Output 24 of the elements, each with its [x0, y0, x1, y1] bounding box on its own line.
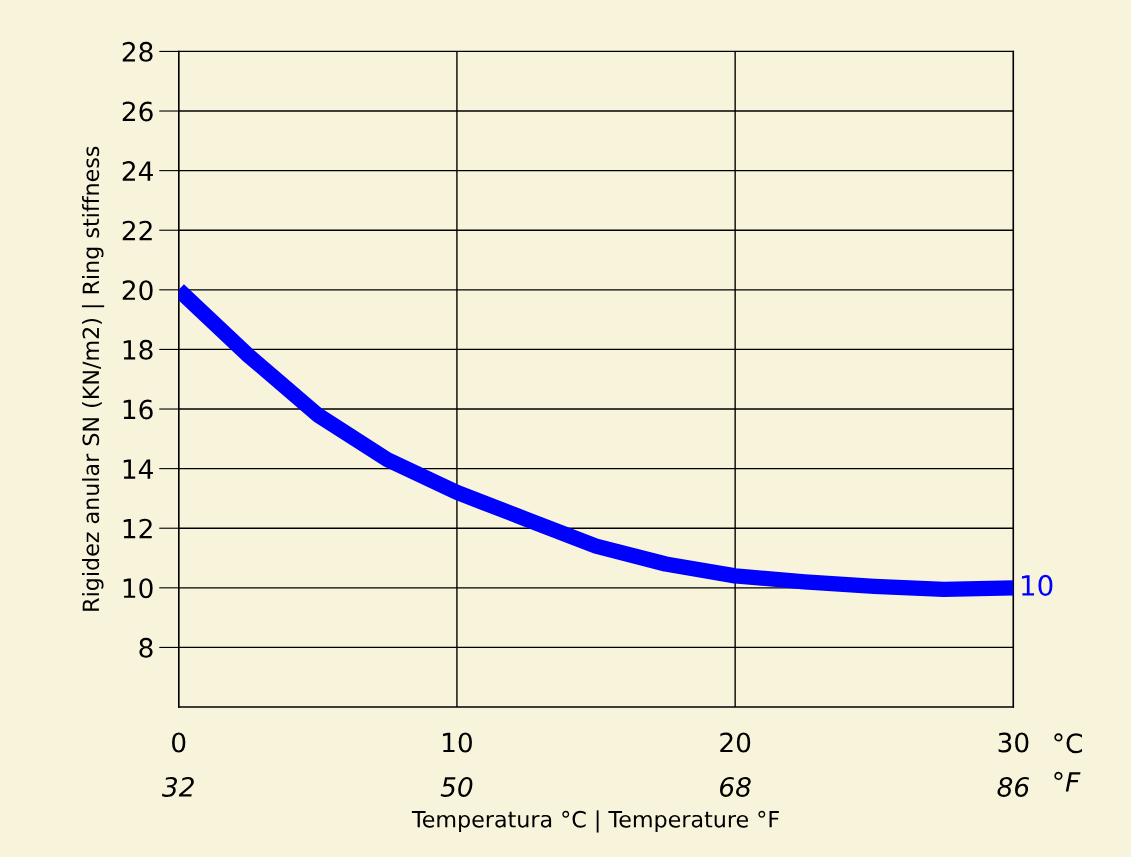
x2-tick-label: 50 — [440, 776, 473, 797]
y-tick-label: 16 — [123, 399, 153, 420]
text: °C — [1054, 733, 1083, 754]
x-tick-label: 10 — [443, 732, 472, 753]
x-axis-title: Temperatura °C | Temperature °F — [411, 810, 779, 833]
y-tick-label: 8 — [139, 637, 153, 658]
y-tick-label: 10 — [123, 578, 153, 599]
text: °F — [1054, 771, 1081, 792]
annotation: 10 — [1021, 574, 1053, 596]
y-tick-label: 12 — [123, 518, 152, 539]
x2-tick-label: 86 — [997, 776, 1029, 797]
y-axis-title: Rigidez anular SN (KN/m2) | Ring stiffness — [81, 146, 105, 611]
x-tick-label: 0 — [172, 732, 186, 753]
x-tick-label: 20 — [720, 732, 751, 753]
y-tick-label: 28 — [122, 41, 153, 62]
y-tick-label: 24 — [122, 161, 153, 181]
y-tick-label: 22 — [122, 220, 152, 241]
x-tick-label: 30 — [998, 732, 1029, 753]
x2-tick-label: 68 — [720, 776, 751, 797]
y-tick-label: 20 — [122, 280, 153, 301]
y-tick-label: 26 — [122, 101, 153, 122]
y-tick-label: 18 — [123, 339, 153, 360]
x2-tick-label: 32 — [161, 776, 194, 797]
y-tick-label: 14 — [123, 459, 153, 479]
